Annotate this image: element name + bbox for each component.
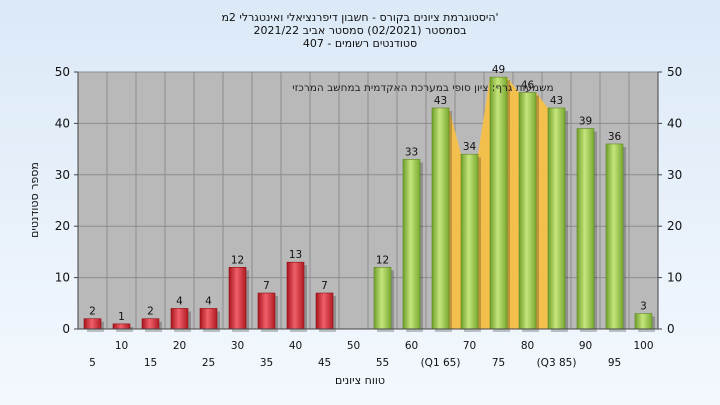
x-tick-label-5: 5 xyxy=(89,357,96,369)
bar-value-label-5: 2 xyxy=(89,306,96,318)
bar-value-label-80: 46 xyxy=(521,80,535,92)
x-tick-label-20: 20 xyxy=(173,340,186,352)
y-tick-label-right-0: 0 xyxy=(667,322,675,336)
bar-15 xyxy=(141,318,160,330)
bar-value-label-90: 39 xyxy=(579,116,592,128)
bar-80 xyxy=(518,92,537,330)
chart-title-line-3: סטודנטים רשומים - 407 xyxy=(302,37,418,50)
bar-60 xyxy=(402,159,421,330)
bar-35 xyxy=(257,292,276,330)
bar-value-label-45: 7 xyxy=(321,280,328,292)
x-tick-label-95: 95 xyxy=(608,357,621,369)
x-tick-label-100: 100 xyxy=(633,340,653,352)
bar-value-label-75: 49 xyxy=(492,64,505,76)
bar-value-label-40: 13 xyxy=(289,249,302,261)
bar-100 xyxy=(634,313,653,330)
x-tick-label-90: 90 xyxy=(579,340,592,352)
bar-65 xyxy=(431,107,450,330)
y-tick-label-left-5: 50 xyxy=(55,65,70,79)
bar-90 xyxy=(576,128,595,330)
y-tick-label-right-3: 30 xyxy=(667,168,682,182)
chart-title-line-2: בסמסטר (02/2021) סמסטר אביב 2021/22 xyxy=(253,24,467,37)
bar-value-label-55: 12 xyxy=(376,254,389,266)
x-tick-label-55: 55 xyxy=(376,357,389,369)
bar-value-label-15: 2 xyxy=(147,306,154,318)
y-axis-label: מספר סטודנטים xyxy=(28,162,41,238)
x-tick-label-85: (Q3 85) xyxy=(537,357,577,369)
y-tick-label-right-1: 10 xyxy=(667,271,682,285)
bar-55 xyxy=(373,267,392,330)
x-tick-label-25: 25 xyxy=(202,357,215,369)
x-tick-label-40: 40 xyxy=(289,340,302,352)
bar-value-label-95: 36 xyxy=(608,131,622,143)
x-tick-label-50: 50 xyxy=(347,340,360,352)
bar-70 xyxy=(460,153,479,330)
bar-value-label-70: 34 xyxy=(463,141,477,153)
x-tick-label-70: 70 xyxy=(463,340,476,352)
bar-value-label-100: 3 xyxy=(640,301,647,313)
y-tick-label-right-5: 50 xyxy=(667,65,682,79)
bar-95 xyxy=(605,143,624,330)
bar-25 xyxy=(199,308,218,330)
y-tick-label-left-0: 0 xyxy=(62,322,70,336)
bar-30 xyxy=(228,267,247,330)
x-tick-label-45: 45 xyxy=(318,357,331,369)
x-tick-label-35: 35 xyxy=(260,357,273,369)
x-tick-label-80: 80 xyxy=(521,340,534,352)
x-tick-label-30: 30 xyxy=(231,340,244,352)
chart-annotation: משמעות גרף: ציון סופי במערכת האקדמית במח… xyxy=(292,82,553,94)
y-tick-label-right-4: 40 xyxy=(667,116,682,130)
x-tick-label-65: (Q1 65) xyxy=(421,357,461,369)
x-axis-label: טווח ציונים xyxy=(335,374,385,387)
y-tick-label-left-3: 30 xyxy=(55,168,70,182)
y-tick-label-left-2: 20 xyxy=(55,219,70,233)
bar-10 xyxy=(112,323,131,330)
bar-value-label-85: 43 xyxy=(550,95,563,107)
y-tick-label-right-2: 20 xyxy=(667,219,682,233)
bar-value-label-30: 12 xyxy=(231,254,244,266)
bar-value-label-35: 7 xyxy=(263,280,270,292)
bar-value-label-65: 43 xyxy=(434,95,447,107)
x-tick-label-75: 75 xyxy=(492,357,505,369)
bar-75 xyxy=(489,76,508,330)
x-tick-label-15: 15 xyxy=(144,357,157,369)
chart-title-line-1: 'היסטוגרמת ציונים בקורס - חשבון דיפרנציא… xyxy=(221,11,499,24)
bar-value-label-10: 1 xyxy=(118,311,125,323)
bar-40 xyxy=(286,261,305,330)
bar-value-label-25: 4 xyxy=(205,295,212,307)
y-tick-label-left-4: 40 xyxy=(55,116,70,130)
bar-45 xyxy=(315,292,334,330)
bar-85 xyxy=(547,107,566,330)
bar-20 xyxy=(170,308,189,330)
bar-value-label-20: 4 xyxy=(176,295,183,307)
x-tick-label-10: 10 xyxy=(115,340,128,352)
y-tick-label-left-1: 10 xyxy=(55,271,70,285)
bar-value-label-60: 33 xyxy=(405,146,418,158)
x-tick-label-60: 60 xyxy=(405,340,418,352)
bar-5 xyxy=(83,318,102,330)
